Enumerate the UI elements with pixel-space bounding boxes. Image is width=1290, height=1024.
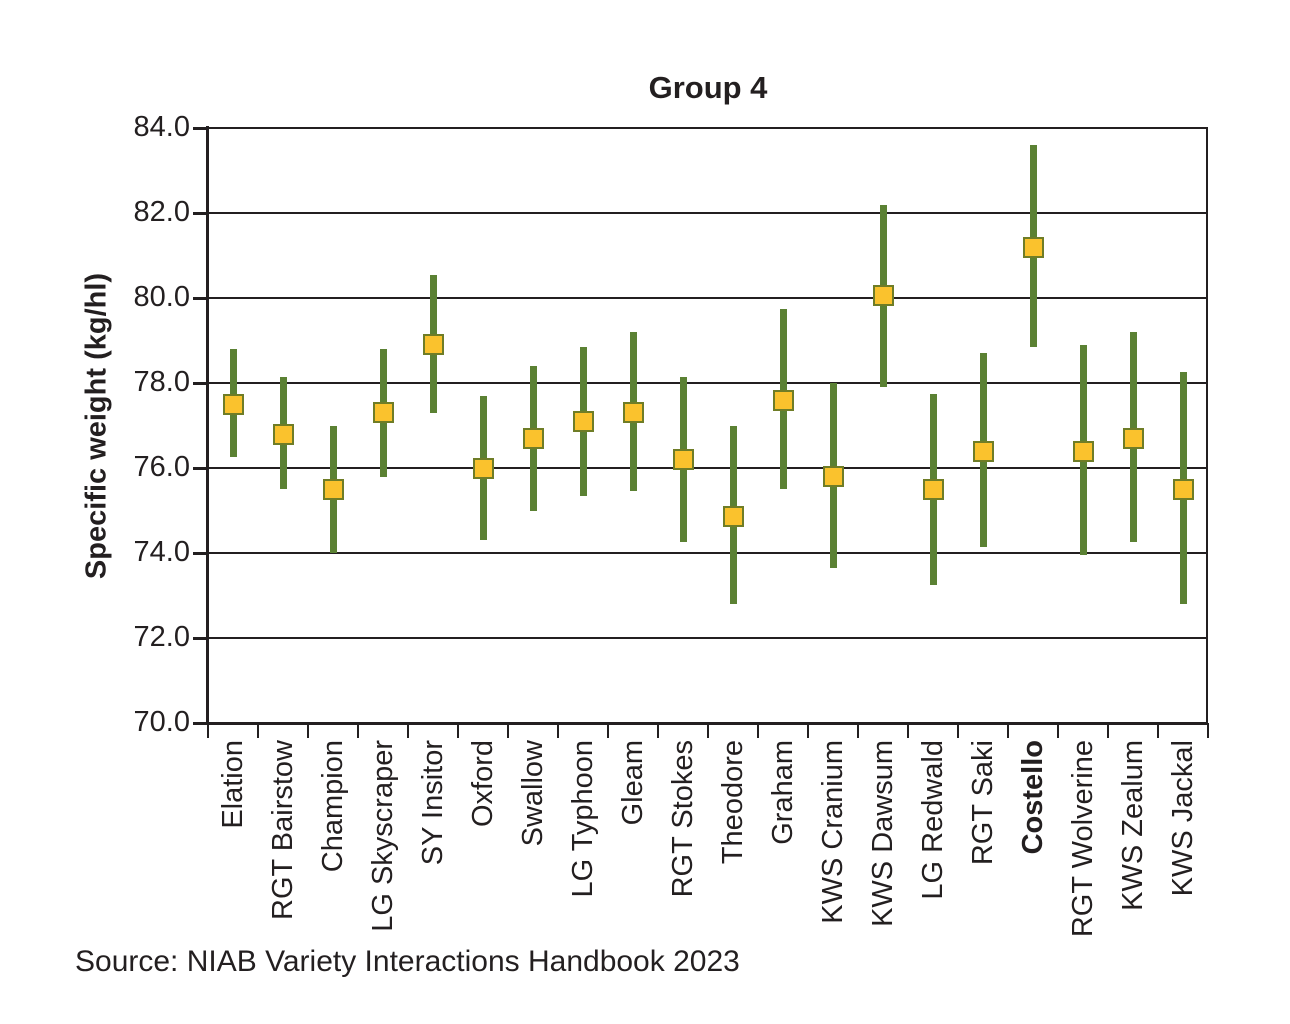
chart-title: Group 4 — [648, 70, 768, 105]
x-axis-label: Swallow — [517, 740, 549, 847]
y-tick — [193, 381, 208, 385]
x-axis-label: Elation — [217, 740, 249, 829]
x-tick — [757, 723, 759, 738]
mean-marker — [622, 402, 644, 424]
x-tick — [1157, 723, 1159, 738]
x-tick — [907, 723, 909, 738]
x-tick — [307, 723, 309, 738]
x-tick — [1107, 723, 1109, 738]
x-tick — [957, 723, 959, 738]
x-axis-label: KWS Dawsum — [867, 740, 899, 927]
y-tick — [193, 296, 208, 300]
mean-marker — [772, 389, 794, 411]
x-axis-label: Theodore — [717, 740, 749, 865]
y-axis-title: Specific weight (kg/hl) — [80, 272, 113, 579]
x-tick — [607, 723, 609, 738]
mean-marker — [222, 393, 244, 415]
y-tick-label: 84.0 — [133, 111, 190, 143]
x-axis-label: Costello — [1017, 740, 1049, 855]
x-axis-label: Gleam — [617, 740, 649, 826]
mean-marker — [472, 457, 494, 479]
y-tick — [193, 721, 208, 725]
mean-marker — [572, 410, 594, 432]
y-axis-line — [206, 126, 209, 725]
mean-marker — [372, 402, 394, 424]
mean-marker — [822, 466, 844, 487]
mean-marker — [922, 478, 944, 500]
x-tick — [707, 723, 709, 738]
y-tick-label: 74.0 — [133, 536, 190, 568]
grid-line — [208, 382, 1208, 384]
mean-marker — [422, 334, 444, 356]
y-tick — [193, 551, 208, 555]
y-tick-label: 82.0 — [133, 196, 190, 228]
plot-right-border — [1206, 127, 1208, 724]
x-axis-label: RGT Saki — [967, 740, 999, 866]
x-axis-label: LG Typhoon — [567, 740, 599, 898]
grid-line — [208, 127, 1208, 129]
x-tick — [1007, 723, 1009, 738]
x-tick — [257, 723, 259, 738]
y-tick-label: 78.0 — [133, 366, 190, 398]
x-tick — [357, 723, 359, 738]
x-tick — [557, 723, 559, 738]
x-axis-label: SY Insitor — [417, 740, 449, 866]
x-axis-label: RGT Wolverine — [1067, 740, 1099, 938]
mean-marker — [1122, 427, 1144, 449]
x-tick — [857, 723, 859, 738]
x-tick — [207, 723, 209, 738]
mean-marker — [722, 506, 744, 528]
x-axis-label: Champion — [317, 740, 349, 873]
y-tick — [193, 466, 208, 470]
mean-marker — [272, 423, 294, 445]
x-axis-label: KWS Cranium — [817, 740, 849, 924]
grid-line — [208, 297, 1208, 299]
mean-marker — [322, 478, 344, 500]
x-tick — [807, 723, 809, 738]
x-tick — [507, 723, 509, 738]
y-tick — [193, 636, 208, 640]
y-tick-label: 80.0 — [133, 281, 190, 313]
grid-line — [208, 212, 1208, 214]
y-tick-label: 70.0 — [133, 706, 190, 738]
x-axis-label: LG Skyscraper — [367, 740, 399, 932]
x-axis-label: KWS Zealum — [1117, 740, 1149, 911]
source-note: Source: NIAB Variety Interactions Handbo… — [75, 945, 740, 978]
x-axis-label: Oxford — [467, 740, 499, 828]
x-axis-label: RGT Stokes — [667, 740, 699, 898]
y-tick — [193, 126, 208, 130]
x-tick — [457, 723, 459, 738]
grid-line — [208, 637, 1208, 639]
x-axis-label: KWS Jackal — [1167, 740, 1199, 897]
mean-marker — [872, 285, 894, 307]
grid-line — [208, 467, 1208, 469]
x-axis-label: Graham — [767, 740, 799, 845]
y-tick — [193, 211, 208, 215]
mean-marker — [1022, 236, 1044, 258]
y-tick-label: 72.0 — [133, 621, 190, 653]
grid-line — [208, 552, 1208, 554]
x-tick — [407, 723, 409, 738]
x-tick — [657, 723, 659, 738]
mean-marker — [1172, 478, 1194, 500]
x-tick — [1207, 723, 1209, 738]
mean-marker — [522, 427, 544, 449]
x-tick — [1057, 723, 1059, 738]
mean-marker — [972, 440, 994, 462]
mean-marker — [1072, 440, 1094, 462]
x-axis-label: RGT Bairstow — [267, 740, 299, 920]
x-axis-label: LG Redwald — [917, 740, 949, 900]
y-tick-label: 76.0 — [133, 451, 190, 483]
mean-marker — [672, 449, 694, 470]
